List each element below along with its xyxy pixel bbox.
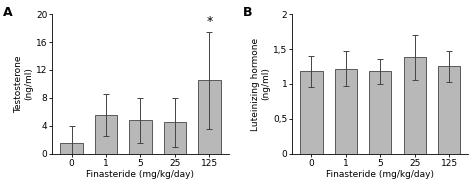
- Bar: [335, 69, 357, 154]
- Y-axis label: Luteinizing hormone
(ng/ml): Luteinizing hormone (ng/ml): [251, 37, 270, 130]
- Y-axis label: Testosterone
(ng/ml): Testosterone (ng/ml): [14, 55, 33, 113]
- Bar: [403, 57, 426, 154]
- Text: B: B: [243, 6, 252, 19]
- Bar: [129, 120, 152, 154]
- Text: A: A: [3, 6, 12, 19]
- X-axis label: Finasteride (mg/kg/day): Finasteride (mg/kg/day): [326, 170, 434, 179]
- Bar: [438, 66, 460, 154]
- Bar: [198, 80, 221, 154]
- Text: *: *: [206, 15, 212, 28]
- Bar: [369, 71, 392, 154]
- Bar: [95, 115, 117, 154]
- Bar: [300, 71, 322, 154]
- X-axis label: Finasteride (mg/kg/day): Finasteride (mg/kg/day): [86, 170, 194, 179]
- Bar: [60, 143, 83, 154]
- Bar: [164, 122, 186, 154]
